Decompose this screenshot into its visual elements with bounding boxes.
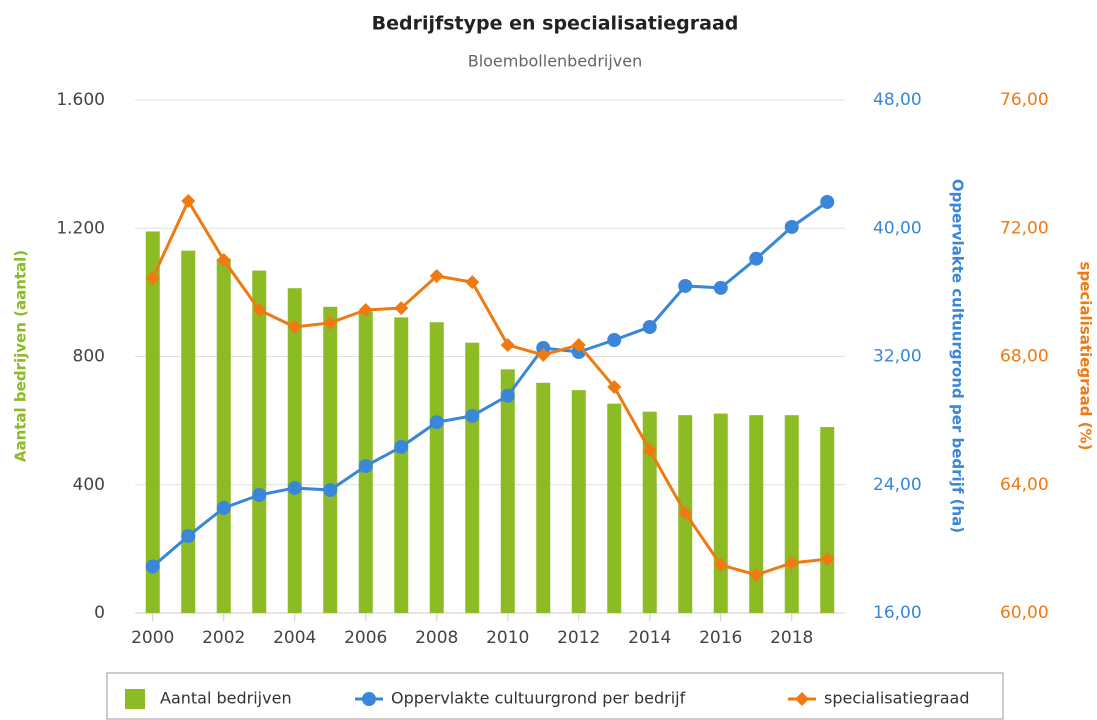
line	[151, 197, 828, 577]
marker	[216, 252, 231, 267]
marker	[287, 320, 302, 335]
legend-label: specialisatiegraad	[824, 689, 969, 708]
marker	[500, 337, 515, 352]
marker	[749, 251, 764, 266]
x-tick-label: 2018	[770, 628, 813, 648]
y-tick-label: 800	[73, 347, 105, 367]
marker	[358, 458, 373, 473]
marker	[713, 280, 728, 295]
bar	[394, 317, 409, 613]
legend-label: Oppervlakte cultuurgrond per bedrijf	[391, 689, 686, 708]
y3-tick-label: 72,00	[1000, 218, 1049, 238]
marker	[429, 269, 444, 284]
marker	[607, 379, 622, 394]
bar	[784, 415, 799, 613]
bar	[500, 369, 515, 613]
bar	[642, 411, 657, 613]
chart-title: Bedrijfstype en specialisatiegraad	[372, 13, 739, 35]
y-tick-label: 400	[73, 475, 105, 495]
bar	[181, 250, 196, 613]
marker	[287, 480, 302, 495]
x-tick-label: 2006	[344, 628, 387, 648]
y2-tick-label: 40,00	[873, 218, 922, 238]
bar	[216, 258, 231, 613]
y-tick-label: 0	[94, 603, 105, 623]
marker	[252, 488, 267, 503]
bar	[145, 231, 160, 614]
y2-tick-label: 16,00	[873, 603, 922, 623]
y3-tick-label: 64,00	[1000, 475, 1049, 495]
marker	[323, 315, 338, 330]
bar	[607, 403, 622, 613]
bar	[252, 270, 267, 613]
y-axis-title: Aantal bedrijven (aantal)	[12, 250, 30, 462]
marker	[642, 443, 657, 458]
marker	[252, 303, 267, 318]
marker	[394, 301, 409, 316]
chart-subtitle: Bloembollenbedrijven	[468, 52, 643, 71]
y3-tick-label: 68,00	[1000, 347, 1049, 367]
marker	[429, 415, 444, 430]
y3-tick-label: 76,00	[1000, 90, 1049, 110]
bar	[465, 342, 480, 613]
legend-box	[106, 672, 1004, 720]
marker	[678, 278, 693, 293]
x-tick-label: 2000	[131, 628, 174, 648]
marker	[784, 555, 799, 570]
marker	[749, 567, 764, 582]
x-tick-label: 2010	[486, 628, 529, 648]
x-tick-label: 2004	[273, 628, 316, 648]
marker	[642, 320, 657, 335]
x-tick-label: 2002	[202, 628, 245, 648]
y2-tick-label: 32,00	[873, 347, 922, 367]
marker	[678, 505, 693, 520]
marker	[181, 529, 196, 544]
x-tick-label: 2014	[628, 628, 671, 648]
marker	[784, 219, 799, 234]
legend-label: Aantal bedrijven	[160, 689, 292, 708]
marker	[145, 270, 160, 285]
marker	[713, 557, 728, 572]
bar	[571, 390, 586, 613]
bar	[536, 382, 551, 613]
marker	[571, 337, 586, 352]
legend-swatch	[125, 689, 145, 709]
marker	[536, 347, 551, 362]
marker	[820, 194, 835, 209]
bar	[429, 322, 444, 613]
x-tick-label: 2016	[699, 628, 742, 648]
x-tick-label: 2008	[415, 628, 458, 648]
marker	[500, 388, 515, 403]
marker	[358, 303, 373, 318]
marker	[216, 500, 231, 515]
y3-tick-label: 60,00	[1000, 603, 1049, 623]
y2-axis-title: Oppervlakte cultuurgrond per bedrijf (ha…	[949, 179, 967, 533]
marker	[181, 193, 196, 208]
marker	[145, 559, 160, 574]
y-tick-label: 1.600	[56, 90, 105, 110]
marker	[607, 332, 622, 347]
y3-axis-title: specialisatiegraad (%)	[1077, 262, 1095, 451]
x-tick-label: 2012	[557, 628, 600, 648]
marker	[820, 552, 835, 567]
y2-tick-label: 24,00	[873, 475, 922, 495]
bar	[713, 413, 728, 613]
legend-marker	[362, 692, 376, 706]
marker	[465, 275, 480, 290]
y2-tick-label: 48,00	[873, 90, 922, 110]
bar	[323, 306, 338, 613]
bar	[749, 415, 764, 613]
y-tick-label: 1.200	[56, 218, 105, 238]
marker	[394, 439, 409, 454]
legend-marker	[795, 692, 809, 706]
marker	[465, 408, 480, 423]
bar	[820, 427, 835, 613]
bar	[287, 288, 302, 613]
marker	[323, 483, 338, 498]
